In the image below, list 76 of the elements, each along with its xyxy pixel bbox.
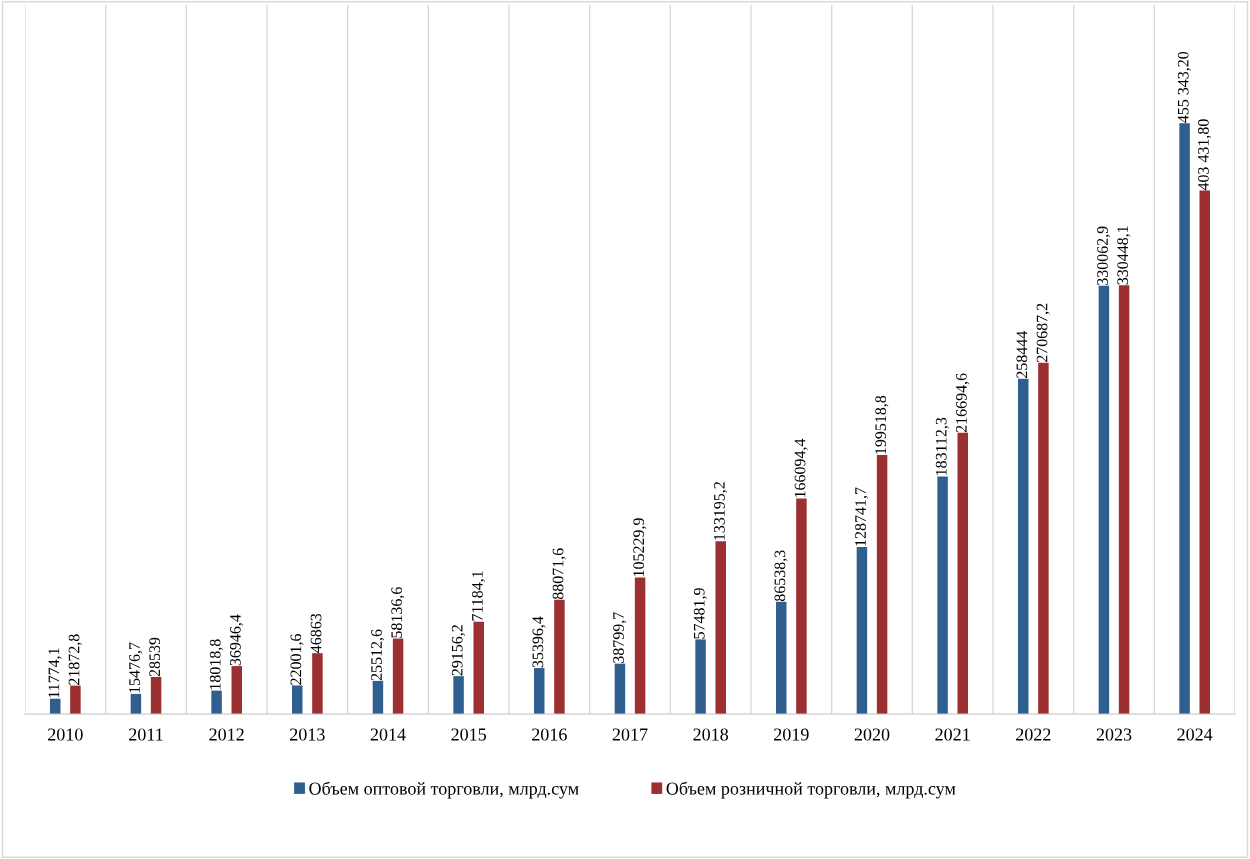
- x-tick-label: 2012: [209, 728, 244, 741]
- x-tick-label: 2016: [532, 728, 567, 741]
- data-label: 11774,1: [48, 648, 62, 698]
- data-label: 29156,2: [451, 625, 465, 676]
- x-tick-label: 2017: [612, 728, 648, 741]
- data-label: 28539: [149, 637, 161, 677]
- bar: [231, 666, 242, 714]
- bar: [1179, 123, 1190, 714]
- data-label: 22001,6: [290, 634, 304, 685]
- x-tick-label: 2011: [129, 728, 163, 741]
- x-tick-label: 2010: [48, 728, 83, 741]
- x-tick-label: 2014: [370, 728, 406, 741]
- legend-label: Объем оптовой торговли, млрд.сум: [309, 781, 579, 799]
- bar: [776, 601, 787, 714]
- bar: [1199, 190, 1210, 714]
- bar: [1038, 362, 1049, 714]
- data-label: 46863: [310, 613, 322, 653]
- data-label: 199518,8: [875, 395, 889, 454]
- bar: [715, 541, 726, 714]
- bar: [70, 685, 81, 714]
- legend-label: Объем розничной торговли, млрд.сум: [666, 781, 956, 799]
- data-label: 15476,7: [129, 642, 143, 693]
- data-label: 58136,6: [391, 587, 405, 638]
- bar: [211, 690, 222, 714]
- bar: [372, 680, 384, 714]
- bar: [534, 668, 545, 714]
- bar: [1118, 285, 1130, 714]
- data-label: 270687,2: [1036, 303, 1050, 363]
- data-label: 71184,1: [471, 571, 486, 621]
- bar: [392, 638, 404, 714]
- bar: [796, 498, 807, 714]
- bar: [614, 663, 626, 714]
- data-label: 183112,3: [935, 417, 949, 475]
- data-label: 403 431,80: [1197, 119, 1212, 191]
- bar: [856, 546, 868, 714]
- x-tick-label: 2020: [854, 728, 890, 741]
- bar: [957, 432, 968, 714]
- bar: [1098, 285, 1110, 714]
- data-label: 258444: [1016, 330, 1028, 378]
- bar: [876, 455, 888, 714]
- bar: [150, 676, 162, 714]
- bar: [695, 639, 706, 714]
- bar: [554, 599, 565, 714]
- data-label: 330062,9: [1097, 226, 1111, 285]
- bar: [312, 653, 323, 714]
- data-label: 330448,1: [1117, 226, 1131, 285]
- data-label: 128741,7: [855, 487, 869, 546]
- x-tick-label: 2021: [935, 728, 970, 741]
- data-label: 88071,6: [552, 548, 566, 600]
- data-label: 25512,6: [371, 629, 385, 681]
- bar: [130, 693, 142, 714]
- bar: [937, 476, 948, 714]
- data-label: 133195,2: [714, 482, 728, 540]
- data-label: 86538,3: [774, 550, 788, 602]
- data-label: 36946,4: [230, 614, 244, 666]
- data-label: 216694,6: [956, 373, 970, 433]
- data-label: 38799,7: [613, 612, 627, 663]
- data-label: 57481,9: [693, 588, 707, 639]
- x-tick-label: 2015: [451, 728, 487, 741]
- data-label: 21872,8: [68, 634, 82, 685]
- bar: [1018, 378, 1029, 714]
- x-tick-label: 2018: [693, 728, 729, 741]
- data-label: 455 343,20: [1177, 51, 1191, 123]
- bar: [634, 577, 646, 714]
- bar: [453, 676, 464, 714]
- data-label: 166094,4: [794, 438, 808, 498]
- x-tick-label: 2022: [1016, 728, 1051, 741]
- bar: [473, 621, 484, 714]
- x-tick-label: 2019: [774, 728, 809, 741]
- x-tick-label: 2023: [1096, 728, 1132, 741]
- data-label: 35396,4: [532, 616, 546, 668]
- x-tick-label: 2024: [1177, 728, 1213, 741]
- data-label: 18018,8: [209, 639, 223, 690]
- bar: [292, 685, 303, 714]
- x-tick-label: 2013: [290, 728, 325, 741]
- data-label: 105229,9: [633, 518, 647, 577]
